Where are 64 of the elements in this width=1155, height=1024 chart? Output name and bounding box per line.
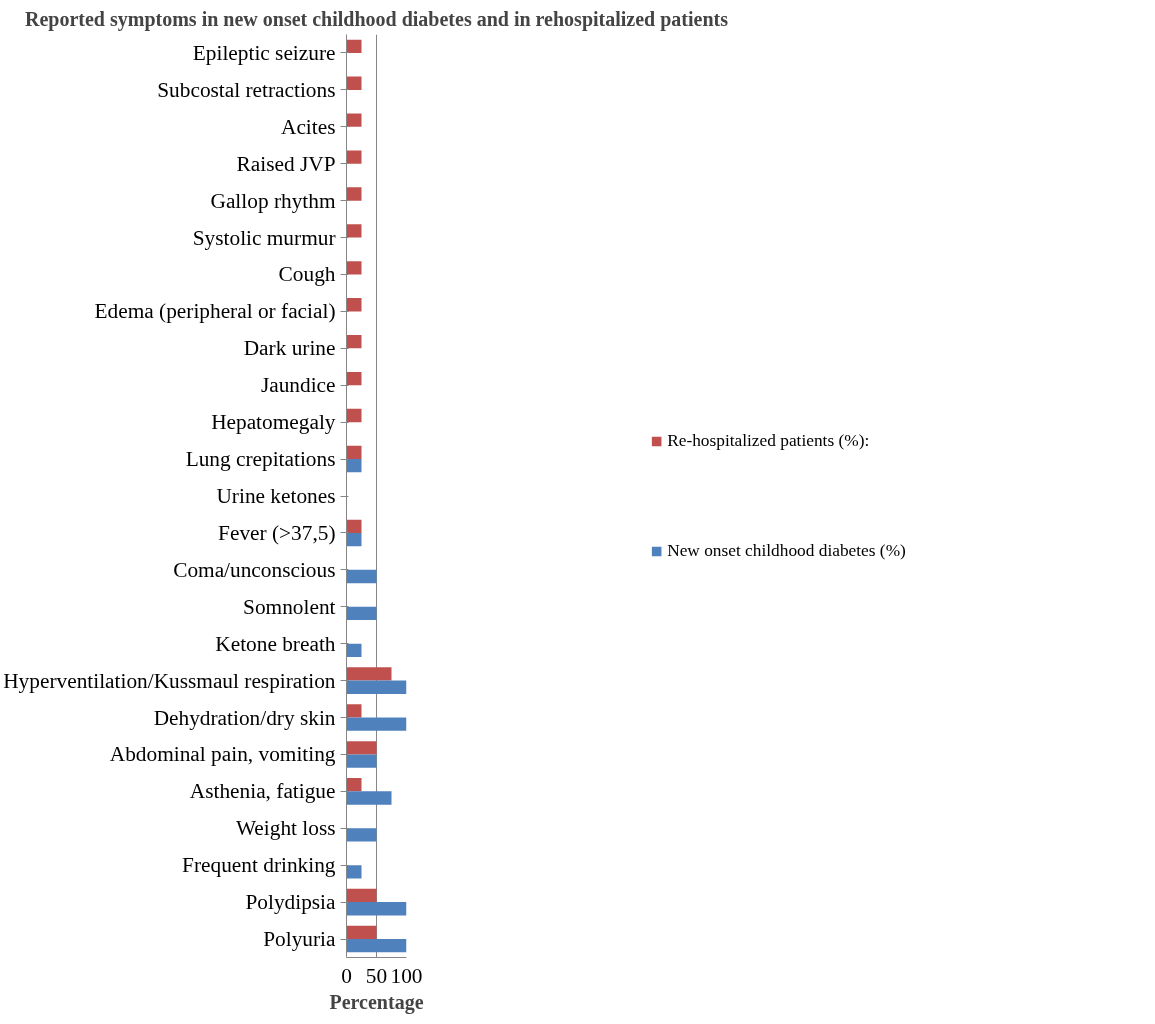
y-tick-label: Frequent drinking xyxy=(182,853,336,878)
y-tick-label: Dark urine xyxy=(243,336,336,361)
bar xyxy=(346,298,362,312)
y-tick-label: Dehydration/dry skin xyxy=(153,705,336,730)
y-tick-label: Hepatomegaly xyxy=(211,410,336,435)
x-tick-label: 50 xyxy=(365,963,388,988)
bar xyxy=(346,865,362,879)
bar xyxy=(346,187,362,201)
x-tick-label: 100 xyxy=(390,963,423,988)
bar xyxy=(346,741,377,755)
bar xyxy=(346,606,377,621)
bar xyxy=(346,408,362,423)
chart-title: Reported symptoms in new onset childhood diabetes and in rehospitalized patients xyxy=(24,7,729,31)
bar xyxy=(346,261,362,275)
bar xyxy=(346,459,362,473)
bar xyxy=(346,667,392,681)
y-tick-label: Fever (>37,5) xyxy=(218,520,336,545)
x-tick-label: 0 xyxy=(341,963,352,988)
bar xyxy=(346,532,362,547)
y-tick-label: Gallop rhythm xyxy=(210,188,336,213)
bar xyxy=(346,902,407,916)
y-tick-label: Systolic murmur xyxy=(192,225,336,250)
bar xyxy=(346,717,407,731)
y-tick-label: Coma/unconscious xyxy=(173,557,336,582)
y-tick-label: Epileptic seizure xyxy=(192,40,336,65)
bar xyxy=(346,335,362,349)
y-tick-label: Raised JVP xyxy=(236,151,336,176)
y-tick-label: Edema (peripheral or facial) xyxy=(94,299,336,324)
y-tick-label: Polydipsia xyxy=(245,890,337,915)
y-tick-label: Jaundice xyxy=(260,373,336,398)
bar xyxy=(346,569,377,584)
y-tick-label: Hyperventilation/Kussmaul respiration xyxy=(3,668,336,693)
bar xyxy=(346,39,362,53)
x-axis-title: Percentage xyxy=(329,990,424,1014)
legend-label: Re-hospitalized patients (%): xyxy=(667,430,870,451)
bar xyxy=(346,445,362,460)
bar xyxy=(346,113,362,127)
y-tick-label: Lung crepitations xyxy=(185,447,336,472)
bar xyxy=(346,888,377,903)
y-tick-label: Polyuria xyxy=(263,927,337,952)
bar xyxy=(346,680,407,694)
bar xyxy=(346,224,362,238)
bar xyxy=(346,939,407,953)
bar xyxy=(346,643,362,657)
bar xyxy=(346,754,377,768)
bar xyxy=(346,828,377,842)
y-tick-label: Acites xyxy=(281,114,336,139)
bar xyxy=(346,150,362,164)
bar xyxy=(346,76,362,90)
bar xyxy=(346,778,362,792)
bar xyxy=(346,925,377,940)
y-tick-label: Somnolent xyxy=(243,594,336,619)
bar xyxy=(346,519,362,533)
y-tick-label: Subcostal retractions xyxy=(157,77,336,102)
legend-label: New onset childhood diabetes (%) xyxy=(667,540,906,561)
y-tick-label: Urine ketones xyxy=(216,484,336,508)
bar xyxy=(346,791,392,805)
y-tick-label: Asthenia, fatigue xyxy=(189,779,336,804)
y-tick-label: Ketone breath xyxy=(215,631,336,656)
bar xyxy=(346,704,362,718)
y-tick-label: Weight loss xyxy=(235,816,336,841)
y-tick-label: Cough xyxy=(278,262,336,287)
bar xyxy=(346,371,362,386)
y-tick-label: Abdominal pain, vomiting xyxy=(109,742,336,767)
